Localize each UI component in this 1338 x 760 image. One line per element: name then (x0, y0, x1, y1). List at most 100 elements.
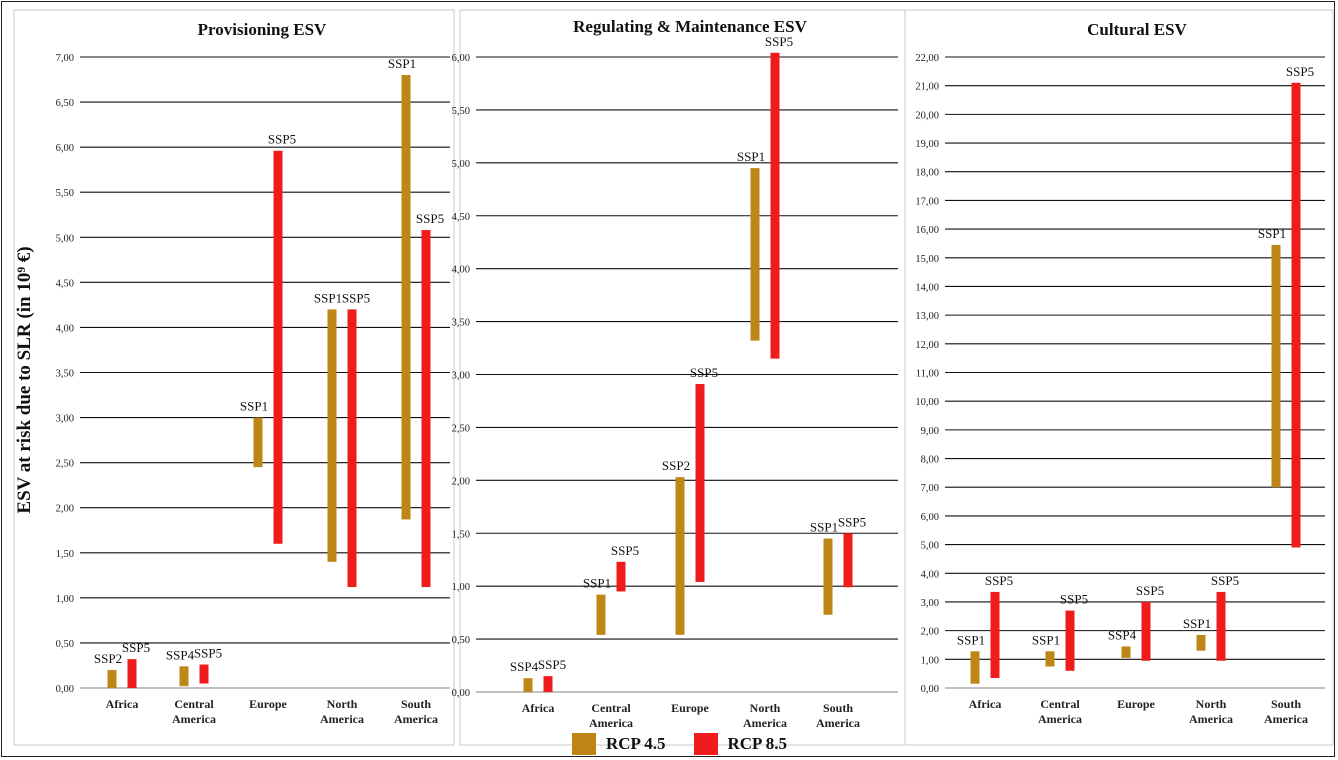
x-tick-label: Europe (671, 701, 709, 715)
bar-rcp45 (750, 168, 760, 341)
bar-rcp85 (770, 52, 780, 359)
bar-rcp85 (543, 676, 553, 692)
y-tick-label: 5,00 (921, 541, 939, 552)
y-tick-label: 14,00 (915, 282, 939, 293)
bar-label: SSP1 (1258, 226, 1286, 241)
y-tick-label: 7,00 (921, 483, 939, 494)
bar-label: SSP5 (838, 514, 866, 529)
bar-label: SSP1 (957, 632, 985, 647)
bar-label: SSP2 (94, 651, 122, 666)
bar-label: SSP1 (314, 290, 342, 305)
bar-rcp85 (990, 591, 1000, 678)
legend: RCP 4.5 RCP 8.5 (572, 732, 815, 756)
bar-label: SSP5 (268, 132, 296, 147)
chart-title: Regulating & Maintenance ESV (573, 17, 807, 36)
y-tick-label: 18,00 (915, 168, 939, 179)
x-tick-label: Europe (1117, 697, 1155, 711)
bar-label: SSP5 (1211, 573, 1239, 588)
bar-label: SSP2 (662, 458, 690, 473)
bar-rcp45 (1271, 244, 1281, 488)
x-tick-label: South America (394, 697, 438, 726)
y-tick-label: 4,00 (452, 265, 470, 276)
y-axis-label: ESV at risk due to SLR (in 10⁹ €) (14, 246, 35, 513)
bar-label: SSP5 (765, 34, 793, 49)
bar-rcp45 (253, 417, 263, 468)
y-tick-label: 9,00 (921, 426, 939, 437)
bar-rcp85 (273, 150, 283, 544)
bar-label: SSP1 (1183, 616, 1211, 631)
y-axis-label-container: ESV at risk due to SLR (in 10⁹ €) (14, 246, 35, 513)
y-tick-label: 0,00 (56, 684, 74, 695)
y-tick-label: 4,50 (452, 212, 470, 223)
y-tick-label: 5,00 (452, 159, 470, 170)
bar-label: SSP5 (342, 290, 370, 305)
bar-label: SSP1 (810, 520, 838, 535)
x-tick-label: Central America (589, 701, 633, 730)
bar-rcp85 (1216, 591, 1226, 661)
y-tick-label: 0,00 (921, 684, 939, 695)
bar-rcp85 (347, 309, 357, 588)
y-tick-label: 1,00 (921, 655, 939, 666)
bar-label: SSP5 (985, 573, 1013, 588)
y-tick-label: 17,00 (915, 196, 939, 207)
bar-label: SSP5 (690, 365, 718, 380)
x-tick-label: Central America (172, 697, 216, 726)
bar-label: SSP5 (1060, 592, 1088, 607)
bar-rcp85 (843, 533, 853, 588)
bar-rcp45 (596, 594, 606, 635)
x-tick-label: North America (1189, 697, 1233, 726)
bar-rcp85 (127, 659, 137, 688)
bar-rcp45 (1121, 646, 1131, 658)
y-tick-label: 2,00 (921, 627, 939, 638)
y-tick-label: 1,00 (56, 594, 74, 605)
legend-swatch-rcp85 (693, 733, 718, 755)
bar-label: SSP5 (1286, 64, 1314, 79)
y-tick-label: 1,00 (452, 582, 470, 593)
bar-rcp45 (401, 75, 411, 520)
bar-label: SSP1 (240, 399, 268, 414)
y-tick-label: 7,00 (56, 53, 74, 64)
bar-rcp85 (1141, 601, 1151, 661)
legend-swatch-rcp45 (572, 733, 596, 755)
bar-label: SSP1 (737, 149, 765, 164)
x-tick-label: Europe (249, 697, 287, 711)
y-tick-label: 6,00 (56, 143, 74, 154)
y-tick-label: 2,00 (56, 504, 74, 515)
y-tick-label: 4,00 (921, 569, 939, 580)
y-tick-label: 3,00 (921, 598, 939, 609)
y-tick-label: 2,00 (452, 476, 470, 487)
y-tick-label: 20,00 (915, 110, 939, 121)
y-tick-label: 4,00 (56, 323, 74, 334)
x-tick-label: Africa (106, 697, 139, 711)
x-tick-label: Africa (522, 701, 555, 715)
y-tick-label: 5,50 (56, 188, 74, 199)
bar-rcp85 (1065, 610, 1075, 671)
bar-label: SSP4 (510, 659, 539, 674)
bar-rcp45 (523, 678, 533, 692)
bar-rcp85 (695, 384, 705, 582)
y-tick-label: 16,00 (915, 225, 939, 236)
x-tick-label: Central America (1038, 697, 1082, 726)
y-tick-label: 5,00 (56, 233, 74, 244)
y-tick-label: 6,00 (921, 512, 939, 523)
bar-rcp85 (1291, 82, 1301, 548)
bar-rcp45 (675, 477, 685, 635)
bar-rcp45 (823, 538, 833, 615)
bar-label: SSP5 (611, 543, 639, 558)
x-tick-label: North America (743, 701, 787, 730)
bar-rcp45 (1045, 651, 1055, 667)
bar-label: SSP5 (122, 640, 150, 655)
bar-label: SSP4 (1108, 627, 1137, 642)
y-tick-label: 3,00 (56, 414, 74, 425)
bar-rcp45 (179, 666, 189, 687)
y-tick-label: 1,50 (452, 529, 470, 540)
y-tick-label: 13,00 (915, 311, 939, 322)
x-tick-label: North America (320, 697, 364, 726)
y-tick-label: 8,00 (921, 455, 939, 466)
bar-label: SSP1 (388, 56, 416, 71)
